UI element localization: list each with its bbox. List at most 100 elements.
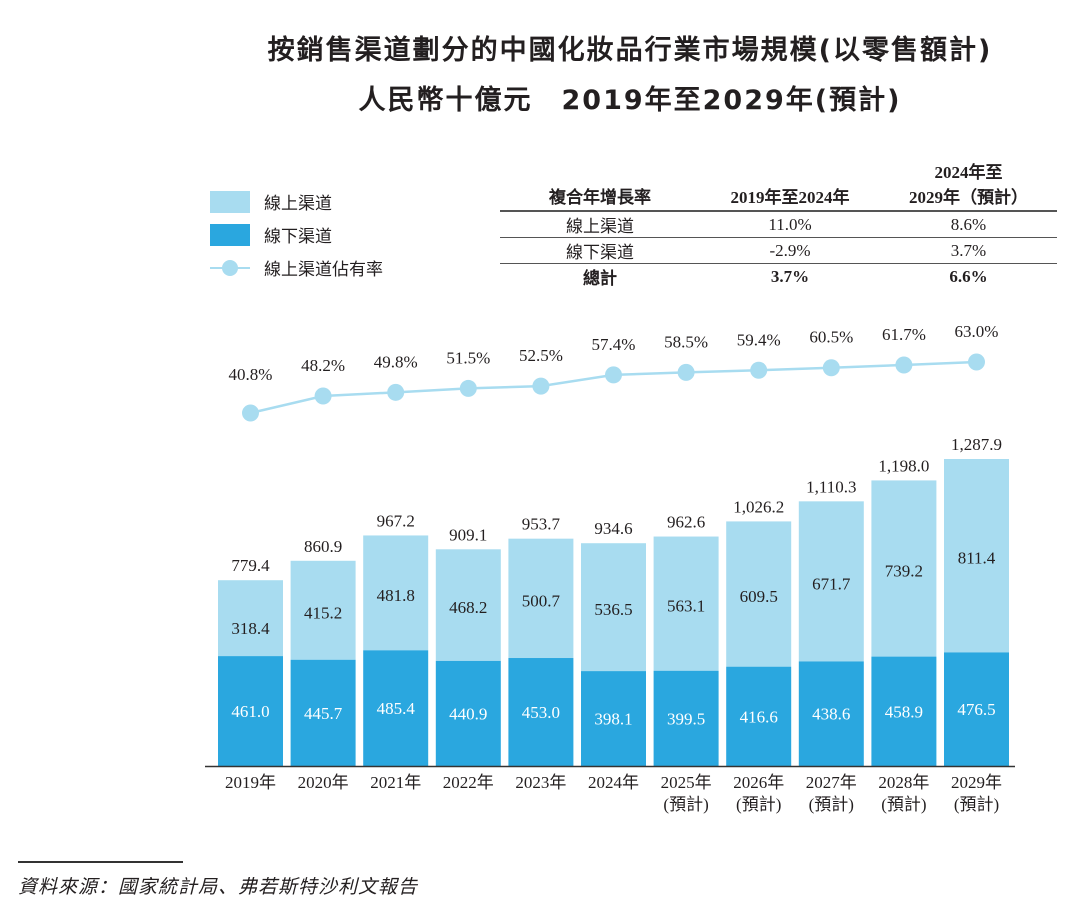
share-point [387, 383, 405, 401]
online-label: 481.8 [377, 586, 415, 605]
legend-label-offline: 線下渠道 [264, 227, 332, 247]
x-tick-label: 2020年 [298, 773, 349, 792]
x-tick-label: 2029年 [951, 773, 1002, 792]
total-label: 1,026.2 [733, 497, 784, 516]
offline-label: 453.0 [522, 703, 560, 722]
bar-online [218, 580, 283, 657]
total-label: 860.9 [304, 537, 342, 556]
cagr-value: 8.6% [880, 211, 1057, 238]
cagr-value: 6.6% [949, 266, 988, 286]
x-tick-label: 2022年 [443, 773, 494, 792]
share-point [532, 377, 550, 395]
cagr-value: 3.7% [880, 237, 1057, 264]
cagr-header-period2-line2: 2029年（預計） [909, 188, 1028, 207]
share-point [750, 361, 768, 379]
share-point [895, 356, 913, 374]
share-label: 51.5% [446, 348, 490, 367]
total-label: 779.4 [231, 556, 270, 575]
share-label: 49.8% [374, 352, 418, 371]
share-point [677, 363, 695, 381]
x-tick-label: 2019年 [225, 773, 276, 792]
total-label: 967.2 [377, 511, 415, 530]
online-label: 468.2 [449, 598, 487, 617]
share-point [605, 366, 622, 384]
bar-online [798, 501, 864, 662]
offline-label: 440.9 [449, 704, 487, 723]
offline-label: 485.4 [377, 699, 416, 718]
offline-label: 416.6 [740, 707, 778, 726]
total-label: 962.6 [667, 513, 705, 532]
share-label: 40.8% [229, 365, 273, 384]
share-point [822, 359, 840, 377]
bar-online [363, 535, 429, 651]
share-label: 63.0% [955, 322, 999, 341]
total-label: 953.7 [522, 515, 561, 534]
offline-label: 476.5 [957, 700, 995, 719]
x-tick-sublabel: (預計) [809, 795, 854, 814]
bar-online [871, 480, 937, 657]
offline-label: 399.5 [667, 709, 705, 728]
bar-online [508, 538, 574, 659]
chart-subtitle: 人民幣十億元 2019年至2029年(預計) [358, 85, 902, 116]
cagr-table-header: 複合年增長率 2019年至2024年 2024年至 2029年（預計） [500, 158, 1057, 212]
online-label: 318.4 [231, 619, 270, 638]
online-label: 811.4 [958, 549, 996, 568]
bar-offline [798, 661, 864, 766]
bar-online [581, 543, 646, 672]
cagr-value: -2.9% [700, 237, 880, 264]
online-label: 609.5 [740, 587, 778, 606]
source-note: 資料來源：國家統計局、弗若斯特沙利文報告 [18, 876, 419, 898]
share-point [968, 353, 985, 371]
bar-online [290, 560, 356, 660]
bar-offline [435, 660, 501, 766]
share-label: 61.7% [882, 325, 926, 344]
online-label: 739.2 [885, 562, 923, 581]
share-point [242, 404, 259, 422]
cagr-row-label: 線下渠道 [500, 237, 700, 264]
total-label: 909.1 [449, 525, 487, 544]
online-label: 671.7 [812, 574, 851, 593]
cagr-table: 複合年增長率 2019年至2024年 2024年至 2029年（預計） 線上渠道… [500, 158, 1057, 289]
source-divider [18, 861, 183, 863]
offline-label: 445.7 [304, 704, 343, 723]
legend-item-offline: 線下渠道 [210, 218, 383, 251]
offline-label: 458.9 [885, 702, 923, 721]
cagr-value: 3.7% [770, 266, 810, 286]
bar-offline [508, 658, 574, 766]
cagr-header-period2: 2024年至 2029年（預計） [880, 158, 1057, 212]
online-label: 415.2 [304, 603, 342, 622]
bar-online [653, 536, 719, 671]
x-tick-sublabel: (預計) [736, 795, 781, 814]
x-tick-sublabel: (預計) [954, 795, 999, 814]
share-label: 48.2% [301, 356, 345, 375]
bar-offline [218, 656, 283, 766]
share-label: 60.5% [809, 328, 853, 347]
cagr-row-label: 線上渠道 [500, 211, 700, 238]
legend-item-online: 線上渠道 [210, 185, 383, 218]
legend-item-share: 線上渠道佔有率 [210, 251, 383, 284]
cagr-row-label: 總計 [583, 269, 617, 289]
online-label: 500.7 [522, 591, 561, 610]
bar-offline [871, 656, 937, 766]
bar-online [944, 459, 1009, 653]
legend-line-marker-icon [210, 257, 250, 279]
x-tick-label: 2024年 [588, 773, 639, 792]
share-label: 59.4% [737, 330, 781, 349]
x-tick-label: 2021年 [370, 773, 421, 792]
share-point [459, 379, 477, 397]
bar-offline [581, 671, 646, 766]
chart-title: 按銷售渠道劃分的中國化妝品行業市場規模(以零售額計) [267, 35, 993, 66]
cagr-header-label: 複合年增長率 [500, 158, 700, 212]
offline-label: 398.1 [594, 710, 632, 729]
legend-label-share: 線上渠道佔有率 [264, 260, 383, 280]
total-label: 1,198.0 [878, 456, 929, 475]
offline-label: 461.0 [231, 702, 269, 721]
x-tick-label: 2027年 [806, 773, 857, 792]
legend: 線上渠道 線下渠道 線上渠道佔有率 [210, 185, 383, 284]
online-label: 536.5 [594, 600, 632, 619]
share-label: 57.4% [592, 335, 636, 354]
bar-offline [290, 659, 356, 766]
online-label: 563.1 [667, 597, 705, 616]
cagr-header-period2-line1: 2024年至 [934, 163, 1003, 182]
x-tick-label: 2026年 [733, 773, 784, 792]
